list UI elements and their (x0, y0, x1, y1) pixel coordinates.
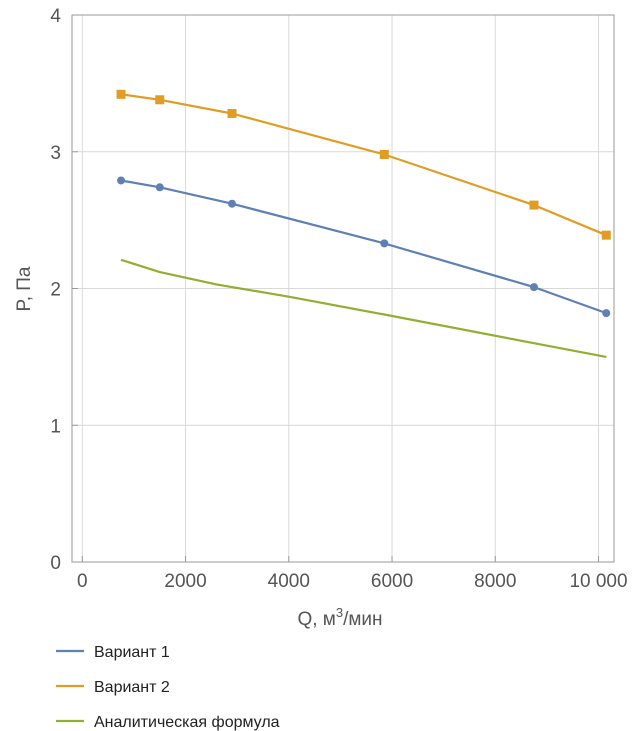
data-point (227, 108, 237, 118)
data-point (529, 200, 539, 210)
series-line (120, 179, 607, 315)
legend: Вариант 1 Вариант 2 Аналитическая формула (56, 644, 280, 731)
data-point (602, 309, 611, 318)
data-point (380, 239, 389, 248)
y-tick-label: 0 (50, 553, 61, 574)
data-point (379, 149, 389, 159)
x-tick-label: 10 000 (569, 571, 627, 592)
data-point (155, 95, 165, 105)
x-tick-label: 0 (77, 571, 88, 592)
y-tick-label: 4 (50, 6, 61, 27)
series-group (116, 89, 611, 358)
data-point (601, 230, 611, 240)
x-tick-label: 8000 (474, 571, 516, 592)
y-tick-label: 3 (50, 143, 61, 164)
data-point (117, 176, 126, 185)
data-point (228, 199, 237, 208)
tick-labels: 0 2000 4000 6000 8000 10 000 0 1 2 3 4 (50, 6, 627, 592)
legend-label: Аналитическая формула (94, 714, 280, 731)
legend-label: Вариант 2 (94, 679, 170, 696)
y-tick-label: 2 (50, 280, 61, 301)
data-point (116, 89, 126, 99)
data-point (529, 283, 538, 292)
y-tick-label: 1 (50, 416, 61, 437)
series-line (120, 258, 607, 358)
y-axis-title: P, Па (14, 266, 35, 311)
x-tick-label: 6000 (371, 571, 413, 592)
series-3 (120, 258, 607, 358)
data-point (155, 183, 164, 192)
x-axis-title: Q, м3/мин (297, 605, 382, 630)
series-line (120, 93, 607, 237)
series-2 (116, 89, 611, 240)
x-tick-label: 2000 (164, 571, 206, 592)
x-tick-label: 4000 (268, 571, 310, 592)
series-1 (117, 176, 611, 318)
legend-label: Вариант 1 (94, 644, 170, 661)
